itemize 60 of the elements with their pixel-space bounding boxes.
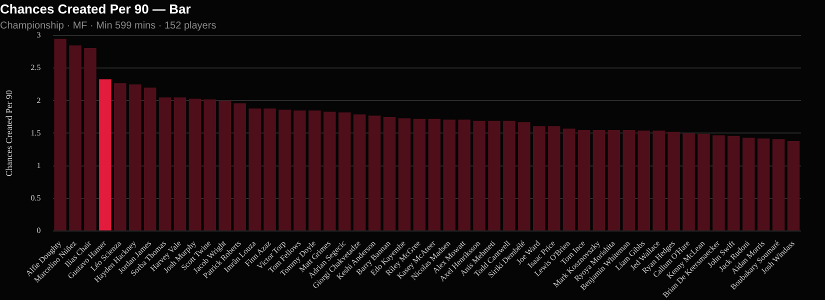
bar [324,112,336,230]
bar [592,130,606,230]
chart-title: Chances Created Per 90 — Bar [0,1,191,16]
bar [742,138,755,230]
y-tick-label: 0.5 [30,193,41,202]
bar [443,120,456,230]
bar [338,112,351,230]
bar [353,114,366,230]
bar [622,130,636,230]
bar [278,110,291,230]
bar [458,120,470,230]
bar [54,38,66,230]
bar [488,120,500,230]
bar [398,118,411,230]
bar [638,130,650,230]
bar [608,130,620,230]
y-tick-label: 3 [36,30,41,40]
bar [503,120,516,230]
bar [787,141,800,230]
bar [652,130,665,230]
bar [518,122,530,230]
bar [473,120,486,230]
bar [84,48,96,230]
bar [668,132,680,230]
bar [757,138,770,230]
bar [383,116,396,230]
bar [218,100,232,230]
bar [532,126,546,230]
bar [368,116,381,230]
bar [69,45,82,230]
bar [772,139,785,230]
bar [562,128,576,230]
bar [728,136,740,230]
bar [99,79,112,230]
bar [548,126,560,230]
bar [174,97,186,230]
bar [204,99,216,230]
y-axis-title: Chances Created Per 90 [4,90,14,176]
y-tick-label: 0 [36,226,41,235]
bar [712,135,725,230]
bar [413,118,426,230]
bar [114,83,126,230]
bar [234,103,246,230]
chart-subtitle: Championship · MF · Min 599 mins · 152 players [0,20,216,32]
bar [308,110,321,230]
bar [682,133,695,230]
bar [188,98,202,230]
bar [158,97,172,230]
bar [294,110,306,230]
y-tick-label: 1 [36,160,41,170]
y-tick-label: 1.5 [30,128,41,138]
bar [128,84,142,230]
bar [144,88,156,230]
bar [248,108,261,230]
bar [264,108,276,230]
y-tick-label: 2 [36,96,41,105]
bar [578,130,590,230]
y-tick-label: 2.5 [30,63,41,72]
bar [698,134,710,230]
bar [428,118,441,230]
